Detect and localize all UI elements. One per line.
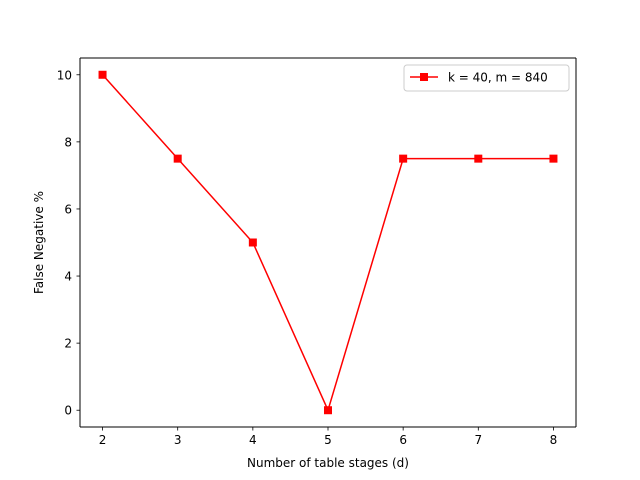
data-point-marker xyxy=(173,154,182,163)
series-layer xyxy=(98,70,558,415)
legend-marker-swatch xyxy=(420,73,428,81)
legend-box xyxy=(403,64,570,92)
data-point-marker xyxy=(324,406,332,415)
x-tick-label: 5 xyxy=(324,433,332,447)
x-tick-label: 2 xyxy=(99,433,107,447)
legend: k = 40, m = 840 xyxy=(403,64,570,92)
y-tick-label: 4 xyxy=(64,270,72,284)
data-point-marker xyxy=(98,70,107,79)
y-tick-label: 6 xyxy=(64,202,72,216)
y-tick-label: 0 xyxy=(64,404,72,418)
x-tick-label: 4 xyxy=(249,433,257,447)
data-point-marker xyxy=(549,154,558,163)
y-tick-label: 8 xyxy=(64,135,72,149)
x-axis-label: Number of table stages (d) xyxy=(247,456,409,470)
x-tick-label: 6 xyxy=(399,433,407,447)
data-point-marker xyxy=(248,238,257,247)
data-point-marker xyxy=(399,154,408,163)
y-tick-label: 2 xyxy=(64,337,72,351)
x-axis-ticks: 2 3 4 5 6 7 8 xyxy=(99,427,558,447)
y-axis-ticks: 0 2 4 6 8 10 xyxy=(57,68,80,418)
legend-entry-label: k = 40, m = 840 xyxy=(448,71,548,85)
x-tick-label: 7 xyxy=(474,433,482,447)
x-tick-label: 8 xyxy=(550,433,558,447)
y-tick-label: 10 xyxy=(57,68,72,82)
y-axis-label: False Negative % xyxy=(32,191,46,294)
data-point-marker xyxy=(474,154,483,163)
axes-frame xyxy=(79,57,577,428)
plot-area xyxy=(80,58,576,427)
x-tick-label: 3 xyxy=(174,433,182,447)
